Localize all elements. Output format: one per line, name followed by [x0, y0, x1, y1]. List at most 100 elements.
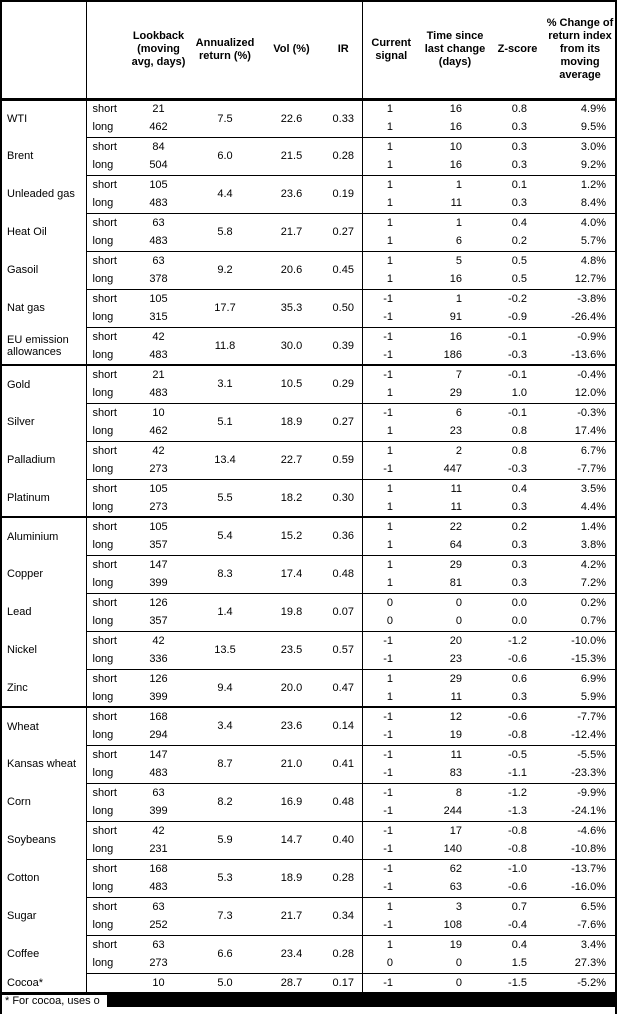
annualized-return-cell: 5.4 [192, 516, 258, 555]
z-score-cell: -1.2 [490, 782, 545, 802]
pct-change-cell: -13.6% [571, 349, 606, 361]
pct-change-cell: -10.0% [545, 630, 615, 650]
time-since-cell: 11 [420, 744, 490, 764]
vol-cell: 23.6 [258, 174, 325, 213]
leg-label-cell: long [85, 498, 125, 517]
signal-cell: -1 [361, 858, 420, 878]
column-header-leg [85, 2, 125, 101]
pct-change-cell: 9.5% [580, 121, 606, 134]
commodity-name-cell: Platinum [7, 491, 50, 504]
vol-cell: 28.7 [258, 972, 325, 992]
lookback-cell: 63 [125, 782, 192, 802]
z-score-cell: 1.5 [511, 957, 527, 970]
ir-cell: 0.59 [325, 440, 362, 479]
column-header-vol: Vol (%) [258, 2, 325, 101]
table-row: long 483 1 6 0.2 5.7% [2, 232, 615, 251]
lookback-cell: 126 [125, 668, 192, 688]
time-since-cell: 20 [420, 630, 490, 650]
time-since-cell: 8 [420, 782, 490, 802]
table-row: Heat Oil short 63 5.8 21.7 0.27 1 1 0.4 4.0% [2, 212, 615, 251]
z-score-cell: 1.0 [511, 387, 527, 400]
leg-label-cell: short [85, 288, 125, 308]
table-row: long 378 1 16 0.5 12.7% [2, 270, 615, 289]
pct-change-cell: 6.9% [545, 668, 615, 688]
vol-cell: 20.0 [258, 668, 325, 707]
commodity-name-cell: Copper [7, 568, 44, 580]
lookback-cell: 42 [125, 630, 192, 650]
lookback-cell: 462 [149, 425, 168, 438]
table-row: Zinc short 126 9.4 20.0 0.47 1 29 0.6 6.9% [2, 668, 615, 707]
leg-label-cell: short [85, 440, 125, 460]
ir-cell: 0.39 [325, 326, 362, 365]
lookback-cell: 252 [149, 919, 168, 932]
leg-label-cell: long [85, 612, 125, 631]
z-score-cell: 0.3 [511, 159, 527, 172]
table-row: Gasoil short 63 9.2 20.6 0.45 1 5 0.5 4.8% [2, 250, 615, 289]
lookback-cell: 483 [149, 881, 168, 894]
pct-change-cell: 12.0% [574, 387, 606, 400]
time-since-cell: 29 [449, 387, 462, 400]
signal-cell: 1 [361, 440, 420, 460]
leg-label-cell: long [85, 688, 125, 707]
leg-label-cell: short [85, 668, 125, 688]
z-score-cell: 0.3 [490, 554, 545, 574]
z-score-cell: 0.1 [490, 174, 545, 194]
time-since-cell: 244 [443, 805, 462, 818]
leg-label-cell: short [85, 174, 125, 194]
commodity-name-cell: EU emission allowances [7, 333, 69, 358]
pct-change-cell: 4.2% [545, 554, 615, 574]
pct-change-cell: 1.2% [545, 174, 615, 194]
pct-change-cell: -13.7% [545, 858, 615, 878]
vol-cell: 20.6 [258, 250, 325, 289]
vol-cell: 21.7 [258, 212, 325, 251]
ir-cell: 0.29 [325, 364, 362, 403]
signal-cell: 1 [361, 99, 420, 118]
table-row: Palladium short 42 13.4 22.7 0.59 1 2 0.8 6.7% [2, 440, 615, 479]
signal-cell: 1 [361, 156, 420, 175]
lookback-cell: 336 [149, 653, 168, 666]
pct-change-cell: 7.2% [580, 577, 606, 590]
table-row: long 462 1 16 0.3 9.5% [2, 118, 615, 137]
leg-label-cell: long [85, 118, 125, 137]
time-since-cell: 64 [449, 539, 462, 552]
vol-cell: 14.7 [258, 820, 325, 859]
column-header-lookback: Lookback (moving avg, days) [125, 2, 192, 101]
lookback-cell: 483 [149, 235, 168, 248]
table-row: Platinum short 105 5.5 18.2 0.30 1 11 0.4 3.5% [2, 478, 615, 517]
pct-change-cell: -3.8% [545, 288, 615, 308]
lookback-cell: 504 [149, 159, 168, 172]
signal-cell: 1 [361, 688, 420, 707]
lookback-cell: 10 [125, 402, 192, 422]
table-row: long 462 1 23 0.8 17.4% [2, 422, 615, 441]
z-score-cell: 0.8 [511, 103, 527, 116]
table-row: long 273 1 11 0.3 4.4% [2, 498, 615, 517]
commodity-name-cell: Aluminium [2, 516, 86, 555]
time-since-cell: 108 [443, 919, 462, 932]
lookback-cell: 483 [149, 767, 168, 780]
time-since-cell: 11 [450, 501, 462, 513]
time-since-cell: 29 [420, 554, 490, 574]
commodity-name-cell: Gasoil [7, 264, 39, 276]
leg-label-cell: short [85, 364, 125, 384]
table-row: Coffee short 63 6.6 23.4 0.28 1 19 0.4 3.4% [2, 934, 615, 973]
lookback-cell: 357 [149, 615, 168, 628]
annualized-return-cell: 6.0 [192, 136, 258, 175]
leg-label-cell [85, 972, 125, 992]
commodity-name-cell: Nickel [7, 644, 37, 656]
lookback-cell: 273 [149, 463, 168, 476]
pct-change-cell: -0.3% [545, 402, 615, 422]
column-header-pct-change: % Change of return index from its moving… [545, 2, 615, 101]
table-row: long 231 -1 140 -0.8 -10.8% [2, 840, 615, 859]
pct-change-cell: -5.2% [545, 972, 615, 992]
vol-cell: 18.9 [258, 858, 325, 897]
z-score-cell: 0.0 [490, 592, 545, 612]
commodity-name-cell: Silver [7, 416, 35, 428]
vol-cell: 18.9 [258, 402, 325, 441]
commodity-name-cell: Lead [7, 606, 32, 618]
time-since-cell: 6 [455, 235, 462, 248]
column-header-current-signal: Current signal [361, 2, 420, 101]
annualized-return-cell: 8.2 [192, 782, 258, 821]
signal-cell: 1 [361, 250, 420, 270]
table-row: long 357 0 0 0.0 0.7% [2, 612, 615, 631]
pct-change-cell: -5.5% [545, 744, 615, 764]
